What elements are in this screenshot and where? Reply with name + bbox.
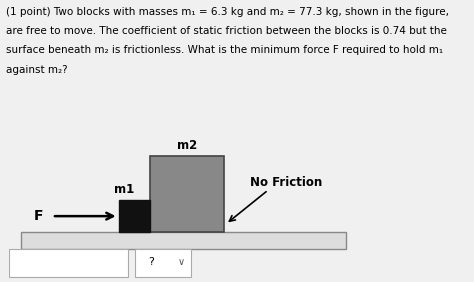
Bar <box>118 200 150 232</box>
Text: No Friction: No Friction <box>250 177 322 190</box>
Bar <box>150 156 224 232</box>
Text: F: F <box>33 209 43 223</box>
Text: against m₂?: against m₂? <box>6 65 67 74</box>
Text: surface beneath m₂ is frictionless. What is the minimum force F required to hold: surface beneath m₂ is frictionless. What… <box>6 45 443 55</box>
Text: m2: m2 <box>177 139 197 152</box>
Text: m1: m1 <box>114 183 134 196</box>
FancyBboxPatch shape <box>135 249 191 277</box>
FancyBboxPatch shape <box>9 249 128 277</box>
Text: (1 point) Two blocks with masses m₁ = 6.3 kg and m₂ = 77.3 kg, shown in the figu: (1 point) Two blocks with masses m₁ = 6.… <box>6 7 449 17</box>
Text: ∨: ∨ <box>178 257 185 267</box>
Bar <box>20 232 346 249</box>
Text: are free to move. The coefficient of static friction between the blocks is 0.74 : are free to move. The coefficient of sta… <box>6 26 447 36</box>
Text: ?: ? <box>148 257 154 267</box>
